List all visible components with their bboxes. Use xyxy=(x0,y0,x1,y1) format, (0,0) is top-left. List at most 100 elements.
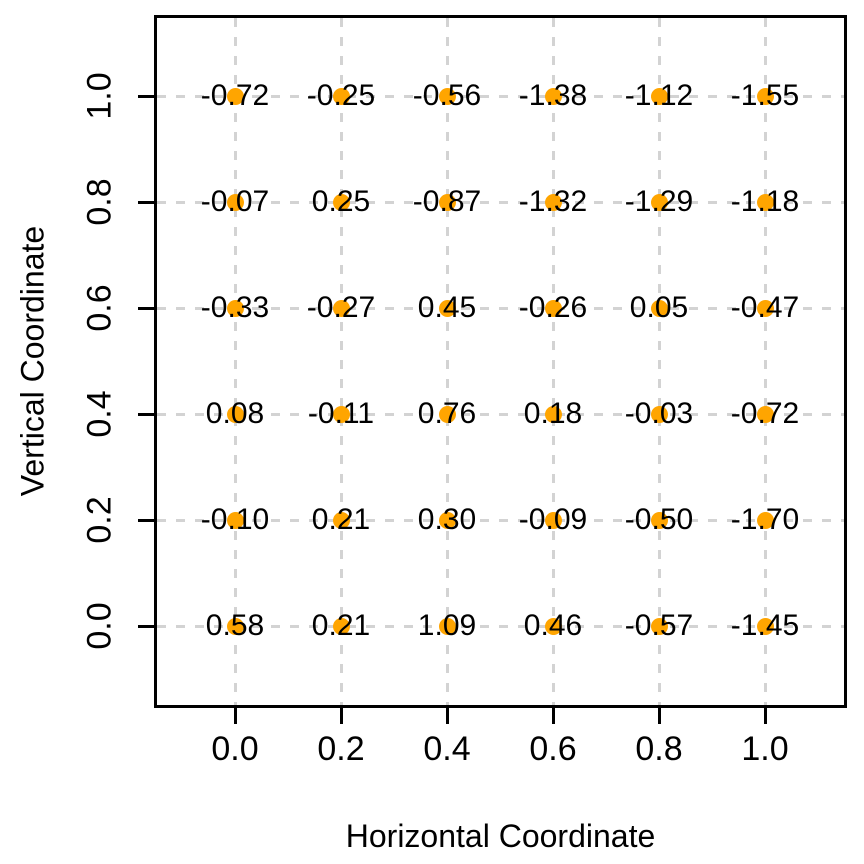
x-axis-tick-label: 0.8 xyxy=(635,730,683,768)
data-point-label: 0.21 xyxy=(311,609,371,642)
data-point-dot xyxy=(651,406,668,423)
data-point-label: -1.45 xyxy=(730,609,800,642)
data-point-dot xyxy=(439,194,456,211)
data-point-label: -0.03 xyxy=(624,397,694,430)
data-point-label: 0.76 xyxy=(417,397,477,430)
x-axis-tick xyxy=(658,708,661,724)
y-axis-tick xyxy=(138,625,154,628)
data-point-label: -0.33 xyxy=(200,291,270,324)
x-axis-tick-label: 0.4 xyxy=(423,730,471,768)
data-point-dot xyxy=(545,618,562,635)
data-point-label: -1.29 xyxy=(624,185,694,218)
data-point-label: -0.26 xyxy=(518,291,588,324)
data-point-label: -0.07 xyxy=(200,185,270,218)
data-point-label: -1.38 xyxy=(518,79,588,112)
y-axis-tick-label: 1.0 xyxy=(80,72,119,120)
data-point-dot xyxy=(757,512,774,529)
data-point-dot xyxy=(545,300,562,317)
gridline-horizontal xyxy=(157,413,844,416)
y-axis-tick xyxy=(138,519,154,522)
x-axis-title: Horizontal Coordinate xyxy=(345,818,656,854)
gridline-vertical xyxy=(446,18,449,705)
data-point-label: -0.11 xyxy=(307,397,375,430)
data-point-label: 0.46 xyxy=(523,609,583,642)
data-point-label: -0.72 xyxy=(730,397,800,430)
data-point-dot xyxy=(545,88,562,105)
data-point-dot xyxy=(651,512,668,529)
data-point-dot xyxy=(227,406,244,423)
data-point-label: 0.58 xyxy=(205,609,265,642)
data-point-dot xyxy=(227,512,244,529)
data-point-label: -0.87 xyxy=(412,185,482,218)
y-axis-tick-label: 0.8 xyxy=(80,178,119,226)
data-point-label: 0.21 xyxy=(311,503,371,536)
x-axis-tick xyxy=(552,708,555,724)
y-axis-tick-label: 0.4 xyxy=(80,390,119,438)
data-point-label: 0.45 xyxy=(417,291,477,324)
data-point-label: -0.27 xyxy=(306,291,376,324)
data-point-dot xyxy=(651,618,668,635)
x-axis-tick xyxy=(340,708,343,724)
data-point-label: 0.08 xyxy=(205,397,265,430)
data-point-dot xyxy=(227,194,244,211)
data-point-dot xyxy=(439,406,456,423)
data-point-dot xyxy=(757,406,774,423)
x-axis-tick-label: 0.0 xyxy=(211,730,259,768)
y-axis-tick xyxy=(138,95,154,98)
data-point-label: -0.25 xyxy=(306,79,376,112)
data-point-dot xyxy=(545,512,562,529)
y-axis-tick xyxy=(138,201,154,204)
y-axis-tick xyxy=(138,413,154,416)
data-point-label: 1.09 xyxy=(417,609,477,642)
data-point-dot xyxy=(333,406,350,423)
y-axis-title: Vertical Coordinate xyxy=(14,225,51,497)
data-point-dot xyxy=(333,194,350,211)
y-axis-tick-label: 0.0 xyxy=(80,602,119,650)
plot-area: -0.72 -0.25 -0.56 -1.38 -1.12 -1.55 -0.07 0.25 -… xyxy=(154,15,847,708)
data-point-label: 0.18 xyxy=(523,397,583,430)
data-point-label: -1.55 xyxy=(730,79,800,112)
data-point-label: -0.47 xyxy=(730,291,800,324)
data-point-label: 0.30 xyxy=(417,503,477,536)
gridline-horizontal xyxy=(157,625,844,628)
gridline-horizontal xyxy=(157,95,844,98)
x-axis-tick xyxy=(234,708,237,724)
gridline-horizontal xyxy=(157,201,844,204)
data-point-dot xyxy=(227,88,244,105)
x-axis-tick xyxy=(446,708,449,724)
data-point-label: -0.56 xyxy=(412,79,482,112)
data-point-dot xyxy=(439,512,456,529)
data-point-dot xyxy=(757,88,774,105)
data-point-dot xyxy=(651,300,668,317)
data-point-dot xyxy=(545,406,562,423)
gridline-vertical xyxy=(234,18,237,705)
data-point-dot xyxy=(757,300,774,317)
data-point-label: 0.25 xyxy=(311,185,371,218)
data-point-label: -1.12 xyxy=(624,79,694,112)
data-point-label: 0.05 xyxy=(629,291,689,324)
gridline-vertical xyxy=(340,18,343,705)
data-point-dot xyxy=(439,618,456,635)
data-point-dot xyxy=(227,300,244,317)
x-axis-tick-label: 0.6 xyxy=(529,730,577,768)
data-point-label: -1.32 xyxy=(518,185,588,218)
data-point-dot xyxy=(439,300,456,317)
data-point-label: -0.09 xyxy=(518,503,588,536)
data-point-label: -0.10 xyxy=(200,503,270,536)
data-point-label: -0.72 xyxy=(200,79,270,112)
data-point-dot xyxy=(227,618,244,635)
x-axis-tick-label: 1.0 xyxy=(741,730,789,768)
y-axis-tick-label: 0.6 xyxy=(80,284,119,332)
data-point-dot xyxy=(333,88,350,105)
gridline-horizontal xyxy=(157,519,844,522)
data-point-label: -1.18 xyxy=(730,185,800,218)
data-point-dot xyxy=(651,194,668,211)
data-point-dot xyxy=(333,512,350,529)
gridline-horizontal xyxy=(157,307,844,310)
data-point-dot xyxy=(757,194,774,211)
y-axis-tick-label: 0.2 xyxy=(80,496,119,544)
data-point-dot xyxy=(333,618,350,635)
data-point-dot xyxy=(651,88,668,105)
data-point-dot xyxy=(757,618,774,635)
